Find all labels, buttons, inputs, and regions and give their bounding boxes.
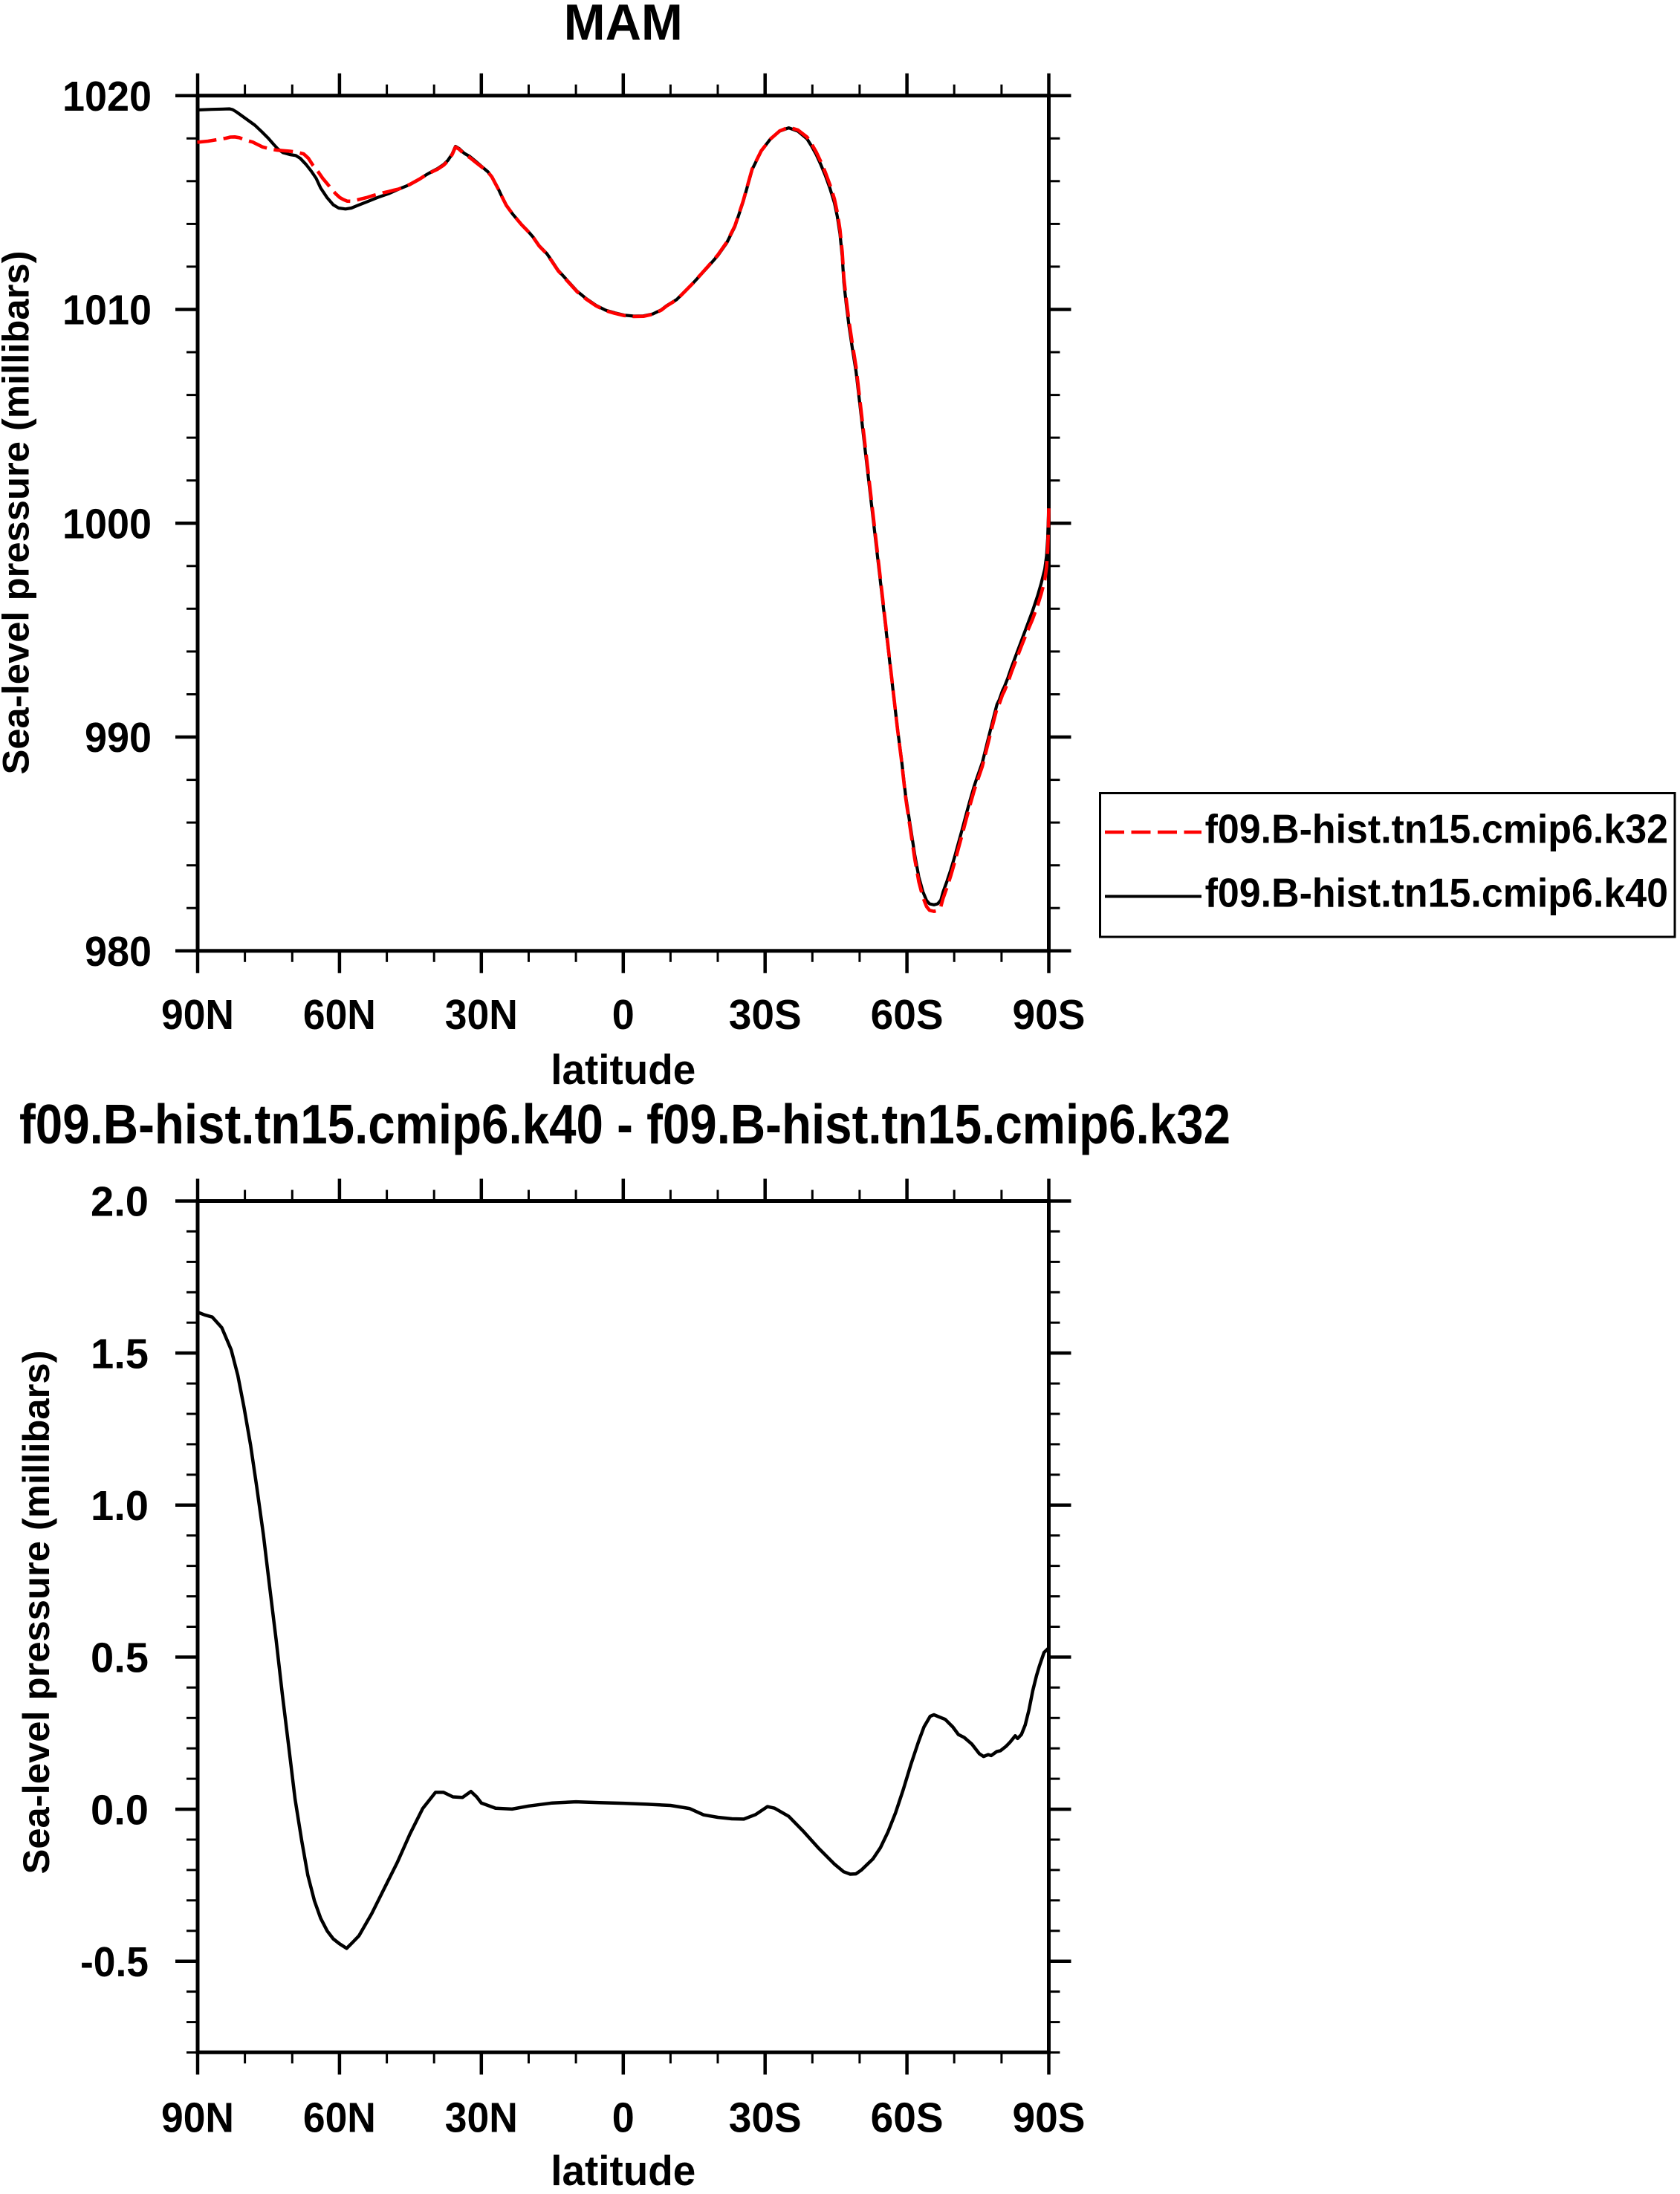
svg-text:90S: 90S [1013, 2094, 1086, 2141]
svg-text:latitude: latitude [551, 2147, 695, 2194]
svg-text:30N: 30N [445, 991, 518, 1039]
svg-text:30N: 30N [445, 2094, 518, 2141]
svg-text:0: 0 [612, 991, 635, 1039]
svg-text:980: 980 [85, 928, 152, 976]
svg-text:1000: 1000 [62, 500, 152, 548]
svg-text:90S: 90S [1013, 991, 1086, 1039]
svg-text:f09.B-hist.tn15.cmip6.k32: f09.B-hist.tn15.cmip6.k32 [1205, 806, 1668, 851]
svg-text:Sea-level pressure (millibars): Sea-level pressure (millibars) [15, 1351, 57, 1875]
svg-text:2.0: 2.0 [91, 1178, 149, 1226]
svg-text:90N: 90N [161, 2094, 234, 2141]
svg-text:1020: 1020 [62, 73, 152, 120]
svg-text:60N: 60N [303, 2094, 376, 2141]
svg-text:1010: 1010 [62, 287, 152, 334]
svg-text:990: 990 [85, 714, 152, 762]
svg-text:90N: 90N [161, 991, 234, 1039]
svg-text:-0.5: -0.5 [80, 1938, 149, 1986]
svg-text:30S: 30S [729, 991, 802, 1039]
svg-text:60S: 60S [871, 991, 944, 1039]
svg-text:60S: 60S [871, 2094, 944, 2141]
svg-text:0.5: 0.5 [91, 1635, 149, 1682]
svg-text:MAM: MAM [564, 0, 683, 51]
svg-text:1.5: 1.5 [91, 1330, 149, 1377]
svg-text:Sea-level pressure (millibars): Sea-level pressure (millibars) [0, 250, 36, 774]
svg-text:latitude: latitude [551, 1046, 695, 1094]
svg-text:30S: 30S [729, 2094, 802, 2141]
svg-text:60N: 60N [303, 991, 376, 1039]
svg-text:f09.B-hist.tn15.cmip6.k40 - f0: f09.B-hist.tn15.cmip6.k40 - f09.B-hist.t… [19, 1093, 1230, 1155]
svg-text:0.0: 0.0 [91, 1786, 149, 1834]
svg-text:0: 0 [612, 2094, 635, 2141]
svg-text:1.0: 1.0 [91, 1482, 149, 1530]
svg-text:f09.B-hist.tn15.cmip6.k40: f09.B-hist.tn15.cmip6.k40 [1205, 870, 1668, 915]
